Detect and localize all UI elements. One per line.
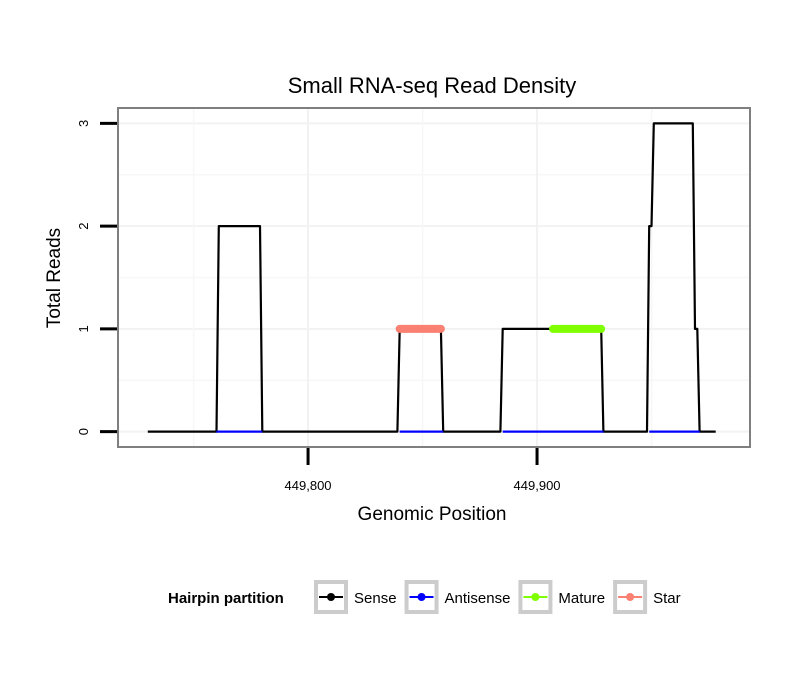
legend: Hairpin partition Sense Antisense Mature St… [168,580,681,614]
legend-item-star: Star [613,580,681,614]
chart-title: Small RNA-seq Read Density [288,73,577,98]
legend-item-antisense: Antisense [404,580,511,614]
legend-key-point [327,593,335,601]
x-axis-title: Genomic Position [358,504,507,525]
legend-label: Mature [558,590,605,607]
x-tick-label: 449,800 [285,478,332,493]
y-axis-title: Total Reads [44,228,65,328]
axes: 0 1 2 3 449,800 449,900 [76,120,561,493]
legend-key-point [531,593,540,601]
series-layer [147,122,716,433]
legend-label: Antisense [445,590,511,607]
legend-title: Hairpin partition [168,590,284,607]
plot-panel-border [117,107,751,448]
y-tick-label: 2 [76,223,91,230]
x-tick-label: 449,900 [514,478,561,493]
y-tick-label: 0 [76,428,91,435]
legend-items: Sense Antisense Mature Star [314,580,681,614]
legend-label: Star [653,590,681,607]
legend-label: Sense [354,590,397,607]
y-tick-label: 1 [76,325,91,332]
grid [118,108,750,447]
legend-key-point [417,593,426,601]
y-tick-label: 3 [76,120,91,127]
legend-item-sense: Sense [314,580,397,614]
legend-item-mature: Mature [518,580,605,614]
legend-key-point [626,593,635,601]
